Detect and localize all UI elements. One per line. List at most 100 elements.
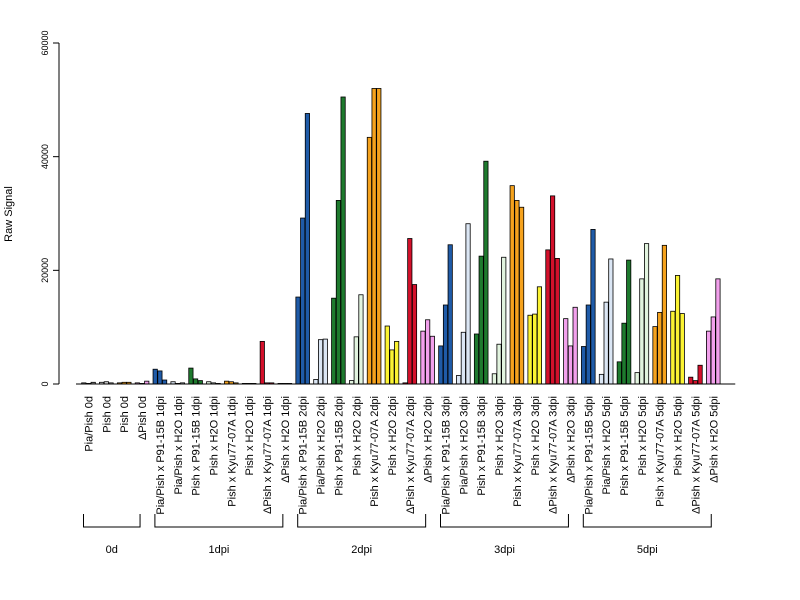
x-tick-label: Pish x P91-15B 5dpi <box>619 396 631 496</box>
bar <box>692 380 698 385</box>
bar <box>598 373 604 385</box>
x-tick-label: ΔPish x H2O 1dpi <box>280 396 292 483</box>
bar <box>545 249 551 385</box>
bar <box>563 318 569 385</box>
bar <box>394 340 400 385</box>
bar <box>675 275 681 385</box>
x-tick-label: Pish x H2O 1dpi <box>208 396 220 475</box>
x-tick-label: ΔPish x Kyu77-07A 3dpi <box>548 396 560 514</box>
x-tick-label: Pish x Kyu77-07A 5dpi <box>655 396 667 507</box>
x-tick-label: ΔPish x H2O 5dpi <box>708 396 720 483</box>
group-label: 5dpi <box>637 544 658 556</box>
x-tick-label: Pish x P91-15B 2dpi <box>333 396 345 496</box>
bar <box>366 136 372 385</box>
x-tick-label: Pish x H2O 3dpi <box>494 396 506 475</box>
x-tick-label: Pia/Pish x P91-15B 1dpi <box>155 396 167 515</box>
group-brackets: 0d 1dpi 2dpi 3dpi 5dpi <box>83 514 712 556</box>
bar <box>348 380 355 385</box>
bar <box>670 310 676 385</box>
y-tick-label: 0 <box>40 381 50 386</box>
bar <box>162 379 168 385</box>
bar <box>429 335 435 385</box>
group-bracket <box>83 514 141 528</box>
bar <box>679 313 685 385</box>
bar <box>590 229 596 385</box>
bar <box>639 278 645 385</box>
bar <box>420 330 426 385</box>
bar <box>478 255 484 385</box>
y-tick-label: 20000 <box>40 258 50 283</box>
bar <box>483 160 489 385</box>
bar <box>193 378 199 385</box>
bar <box>581 346 587 385</box>
bar <box>501 256 507 385</box>
x-tick-label: Pish x Kyu77-07A 3dpi <box>512 396 524 507</box>
bar <box>300 217 306 385</box>
y-tick-label: 40000 <box>40 144 50 169</box>
bar <box>608 258 614 385</box>
bar <box>389 349 395 385</box>
bar <box>657 311 663 385</box>
bar <box>322 338 328 385</box>
y-tick-label: 60000 <box>40 30 50 55</box>
x-tick-label: Pia/Pish x H2O 3dpi <box>458 396 470 494</box>
bar <box>519 206 525 385</box>
x-tick-label: Pia/Pish x P91-15B 5dpi <box>583 396 595 515</box>
bar <box>626 259 632 385</box>
x-axis-labels: Pia/Pish 0d Pish 0d Pish 0d ΔPish 0d Pia/Pis… <box>84 396 721 515</box>
bar <box>585 304 591 385</box>
group-bracket <box>297 514 427 528</box>
bar <box>259 340 265 385</box>
x-tick-label: ΔPish 0d <box>137 396 149 440</box>
bar <box>371 88 377 385</box>
bar <box>532 313 538 385</box>
bar <box>456 375 462 385</box>
bar <box>603 301 609 385</box>
bar <box>197 380 203 385</box>
group-bracket <box>154 514 284 528</box>
x-tick-label: ΔPish x Kyu77-07A 2dpi <box>405 396 417 514</box>
bar <box>313 379 319 385</box>
bar <box>384 325 390 385</box>
x-tick-label: Pish x H2O 2dpi <box>387 396 399 475</box>
x-tick-label: Pish x H2O 1dpi <box>244 396 256 475</box>
bar <box>331 297 337 385</box>
bar <box>621 322 627 385</box>
bar <box>715 278 721 385</box>
bar <box>447 244 453 385</box>
bar <box>460 331 466 385</box>
bar <box>407 238 413 385</box>
y-axis-title: Raw Signal <box>3 186 15 242</box>
bar <box>473 333 480 385</box>
bar <box>616 361 622 385</box>
x-tick-label: Pia/Pish x P91-15B 3dpi <box>441 396 453 515</box>
bars <box>81 88 721 385</box>
x-tick-label: Pish x Kyu77-07A 1dpi <box>226 396 238 507</box>
x-tick-label: Pish x P91-15B 3dpi <box>476 396 488 496</box>
x-tick-label: Pish x H2O 3dpi <box>530 396 542 475</box>
bar <box>688 376 694 385</box>
x-tick-label: Pish 0d <box>119 396 131 433</box>
bar <box>706 330 712 385</box>
bar <box>465 223 471 385</box>
group-bracket <box>582 514 712 528</box>
bar <box>652 326 658 385</box>
bar <box>514 200 520 385</box>
bar <box>536 286 542 385</box>
bar <box>554 257 560 385</box>
bar <box>697 364 703 385</box>
bar <box>376 88 382 385</box>
x-tick-label: Pish x P91-15B 1dpi <box>191 396 203 496</box>
bar <box>661 244 667 385</box>
group-label: 1dpi <box>209 544 230 556</box>
x-tick-label: Pia/Pish x P91-15B 2dpi <box>298 396 310 515</box>
bar <box>304 113 310 385</box>
bar <box>157 370 163 385</box>
bar <box>644 243 650 385</box>
bar <box>527 314 533 385</box>
x-tick-label: Pish 0d <box>101 396 113 433</box>
bar <box>152 368 158 385</box>
bar <box>442 304 449 385</box>
x-tick-label: Pia/Pish x H2O 5dpi <box>601 396 613 494</box>
